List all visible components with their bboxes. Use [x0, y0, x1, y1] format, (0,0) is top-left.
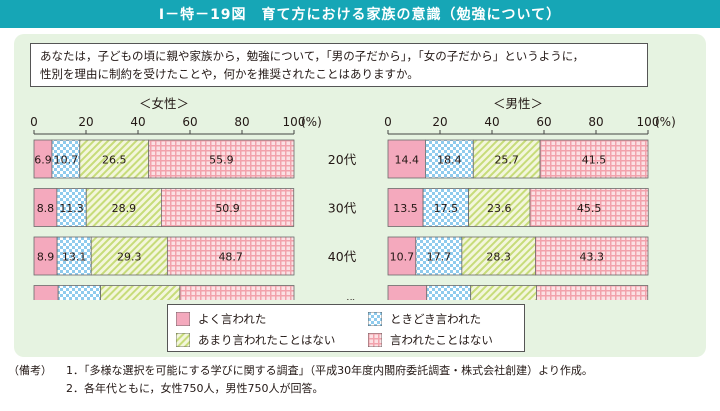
legend-item-rarely: あまり言われたことはない: [176, 330, 335, 350]
female-bar-segment-never: [166, 236, 295, 276]
female-unit-label: (%): [301, 115, 322, 129]
male-tick-label: 80: [588, 115, 603, 129]
male-data-label: 17.5: [434, 202, 459, 215]
male-data-label: 25.3: [491, 299, 516, 300]
male-data-label: 10.7: [390, 251, 415, 264]
male-bar-segment-rarely: [468, 188, 531, 227]
legend-label-sometimes: ときどき言われた: [390, 312, 482, 326]
male-data-label: 28.3: [486, 251, 511, 264]
female-tick-label: 100: [283, 115, 306, 129]
female-data-label: 8.8: [37, 202, 55, 215]
male-bar-segment-rarely: [461, 236, 536, 276]
male-data-label: 18.4: [437, 154, 462, 167]
male-data-label: 25.7: [494, 154, 519, 167]
legend-swatch-never: [368, 333, 382, 347]
male-bar-segment-rarely: [470, 285, 537, 300]
male-bar-segment-sometimes: [422, 188, 470, 227]
notes-label: （備考）: [8, 364, 52, 377]
female-data-label: 10.7: [54, 154, 79, 167]
female-bar-segment-never: [160, 188, 295, 227]
female-tick-label: 20: [78, 115, 93, 129]
female-data-label: 13.1: [62, 251, 87, 264]
legend-item-never: 言われたことはない: [368, 330, 493, 350]
category-label: 30代: [328, 201, 357, 216]
figure-title: Ⅰ－特－19図 育て方における家族の意識（勉強について）: [0, 0, 720, 28]
male-bar-segment-sometimes: [426, 285, 472, 300]
note-2: 2．各年代ともに，女性750人，男性750人が回答。: [66, 382, 324, 395]
male-unit-label: (%): [655, 115, 676, 129]
male-data-label: 23.6: [487, 202, 512, 215]
female-data-label: 8.9: [37, 251, 55, 264]
female-tick-label: 80: [234, 115, 249, 129]
male-tick-label: 20: [432, 115, 447, 129]
survey-question: あなたは，子どもの頃に親や家族から，勉強について，「男の子だから」，「女の子だか…: [30, 43, 648, 87]
male-panel-title: ＜男性＞: [493, 96, 543, 111]
female-data-label: 16.3: [67, 299, 92, 300]
female-data-label: 11.3: [59, 202, 84, 215]
male-bar-segment-never: [535, 236, 649, 276]
female-data-label: 30.5: [128, 299, 153, 300]
female-bar-segment-rarely: [90, 236, 168, 276]
female-data-label: 50.9: [215, 202, 240, 215]
male-bar-segment-rarely: [472, 139, 541, 179]
male-bar-segment-sometimes: [425, 139, 474, 179]
male-bar-segment-often: [387, 188, 424, 227]
female-data-label: 6.9: [34, 154, 52, 167]
female-data-label: 26.5: [102, 154, 127, 167]
female-bar-segment-sometimes: [57, 285, 101, 300]
female-data-label: 9.3: [37, 299, 55, 300]
female-bar-segment-never: [179, 285, 295, 300]
male-bar-segment-often: [387, 285, 428, 300]
female-panel-title: ＜女性＞: [139, 96, 189, 111]
female-data-label: 29.3: [117, 251, 142, 264]
male-data-label: 43.3: [579, 251, 604, 264]
male-tick-label: 60: [536, 115, 551, 129]
female-bar-segment-rarely: [100, 285, 181, 300]
male-bar-segment-never: [536, 285, 649, 300]
female-bar-segment-often: [33, 285, 59, 300]
female-bar-segment-rarely: [85, 188, 162, 227]
category-label: 20代: [328, 152, 357, 167]
legend-label-often: よく言われた: [198, 312, 267, 326]
male-tick-label: 100: [637, 115, 660, 129]
female-data-label: 55.9: [209, 154, 234, 167]
female-bar-segment-never: [148, 139, 295, 179]
male-data-label: 42.8: [580, 299, 605, 300]
male-data-label: 45.5: [577, 202, 602, 215]
female-bar-segment-sometimes: [56, 188, 87, 227]
male-data-label: 16.9: [436, 299, 461, 300]
female-data-label: 28.9: [112, 202, 137, 215]
male-bar-segment-often: [387, 236, 417, 276]
male-data-label: 14.9: [395, 299, 420, 300]
legend-label-never: 言われたことはない: [390, 333, 493, 347]
male-data-label: 17.7: [427, 251, 452, 264]
question-line-1: あなたは，子どもの頃に親や家族から，勉強について，「男の子だから」，「女の子だか…: [40, 49, 585, 63]
female-bar-segment-sometimes: [56, 236, 92, 276]
male-data-label: 14.4: [394, 154, 419, 167]
male-tick-label: 40: [484, 115, 499, 129]
male-data-label: 13.5: [393, 202, 418, 215]
female-tick-label: 0: [30, 115, 38, 129]
legend-swatch-often: [176, 312, 190, 326]
legend-item-often: よく言われた: [176, 309, 266, 329]
female-data-label: 43.9: [225, 299, 250, 300]
category-label: 40代: [328, 249, 357, 264]
female-tick-label: 60: [182, 115, 197, 129]
legend-item-sometimes: ときどき言われた: [368, 309, 481, 329]
female-tick-label: 40: [130, 115, 145, 129]
legend-swatch-sometimes: [368, 312, 382, 326]
legend: よく言われた ときどき言われた あまり言われたことはない 言われたことはない: [167, 304, 525, 352]
stacked-bar-chart: ＜女性＞0 20 40 60 80 100(%)6.9 10.7 26.5 55.98.8 11.…: [30, 96, 676, 301]
legend-label-rarely: あまり言われたことはない: [198, 333, 336, 347]
note-1: 1．「多様な選択を可能にする学びに関する調査」（平成30年度内閣府委託調査・株式…: [66, 364, 593, 377]
male-bar-segment-never: [539, 139, 649, 179]
question-line-2: 性別を理由に制約を受けたことや，何かを推奨されたことはありますか。: [40, 67, 419, 81]
female-data-label: 48.7: [218, 251, 243, 264]
male-data-label: 41.5: [582, 154, 607, 167]
male-tick-label: 0: [384, 115, 392, 129]
legend-swatch-rarely: [176, 333, 190, 347]
male-bar-segment-never: [529, 188, 649, 227]
category-label: 50代: [328, 298, 357, 301]
